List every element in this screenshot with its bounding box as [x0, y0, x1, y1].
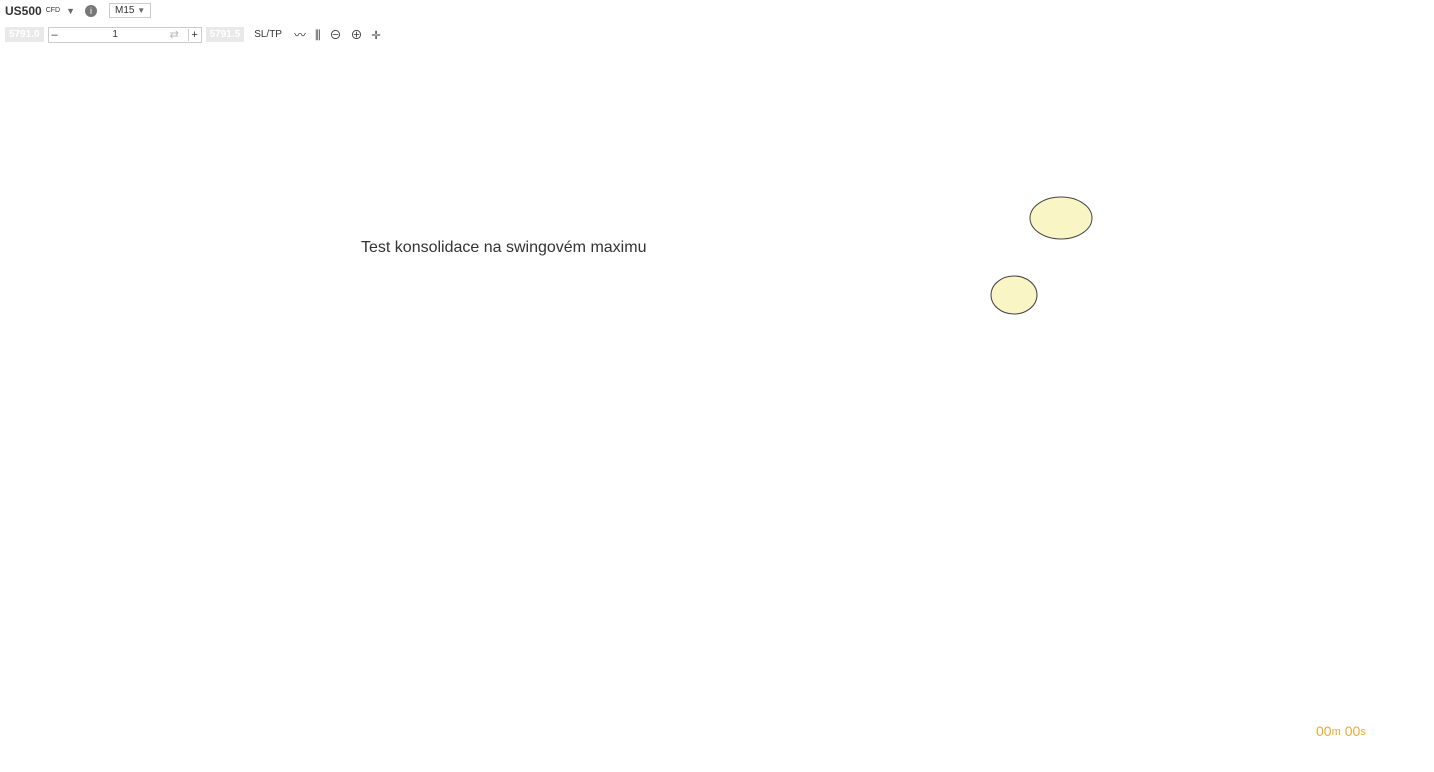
timer-minutes: 00 — [1316, 723, 1332, 739]
highlight-ellipse — [1029, 196, 1093, 240]
quantity-input[interactable]: – 1 ⇄ + — [47, 26, 202, 43]
sell-button[interactable]: 5791.0 — [5, 27, 44, 42]
timer-unit: m — [1332, 726, 1341, 738]
timer-unit: s — [1360, 726, 1366, 738]
symbol[interactable]: US500 — [5, 3, 42, 18]
timer: 00m 00s — [1316, 723, 1366, 739]
toolbar-trade: 5791.0 – 1 ⇄ + 5791.5 SL/TP 〰⫼⊖⊕✛ — [5, 26, 394, 43]
toolbar-top: US500 CFD ▼ i M15 ▼ — [5, 3, 156, 18]
sltp-button[interactable]: SL/TP — [254, 29, 282, 40]
annotation: Test konsolidace na swingovém maximu — [361, 239, 646, 256]
highlight-ellipse — [990, 275, 1038, 315]
quantity: 1 — [112, 29, 118, 40]
buy-button[interactable]: 5791.5 — [205, 27, 245, 42]
timeframe: M15 — [115, 5, 135, 16]
timer-seconds: 00 — [1345, 723, 1361, 739]
instrument-kind: CFD — [45, 7, 61, 14]
timeframe-select[interactable]: M15 ▼ — [109, 3, 152, 18]
chart-tools[interactable]: 〰⫼⊖⊕✛ — [293, 28, 390, 42]
symbol-dropdown[interactable]: ▼ — [66, 5, 76, 16]
info-icon[interactable]: i — [85, 4, 98, 17]
